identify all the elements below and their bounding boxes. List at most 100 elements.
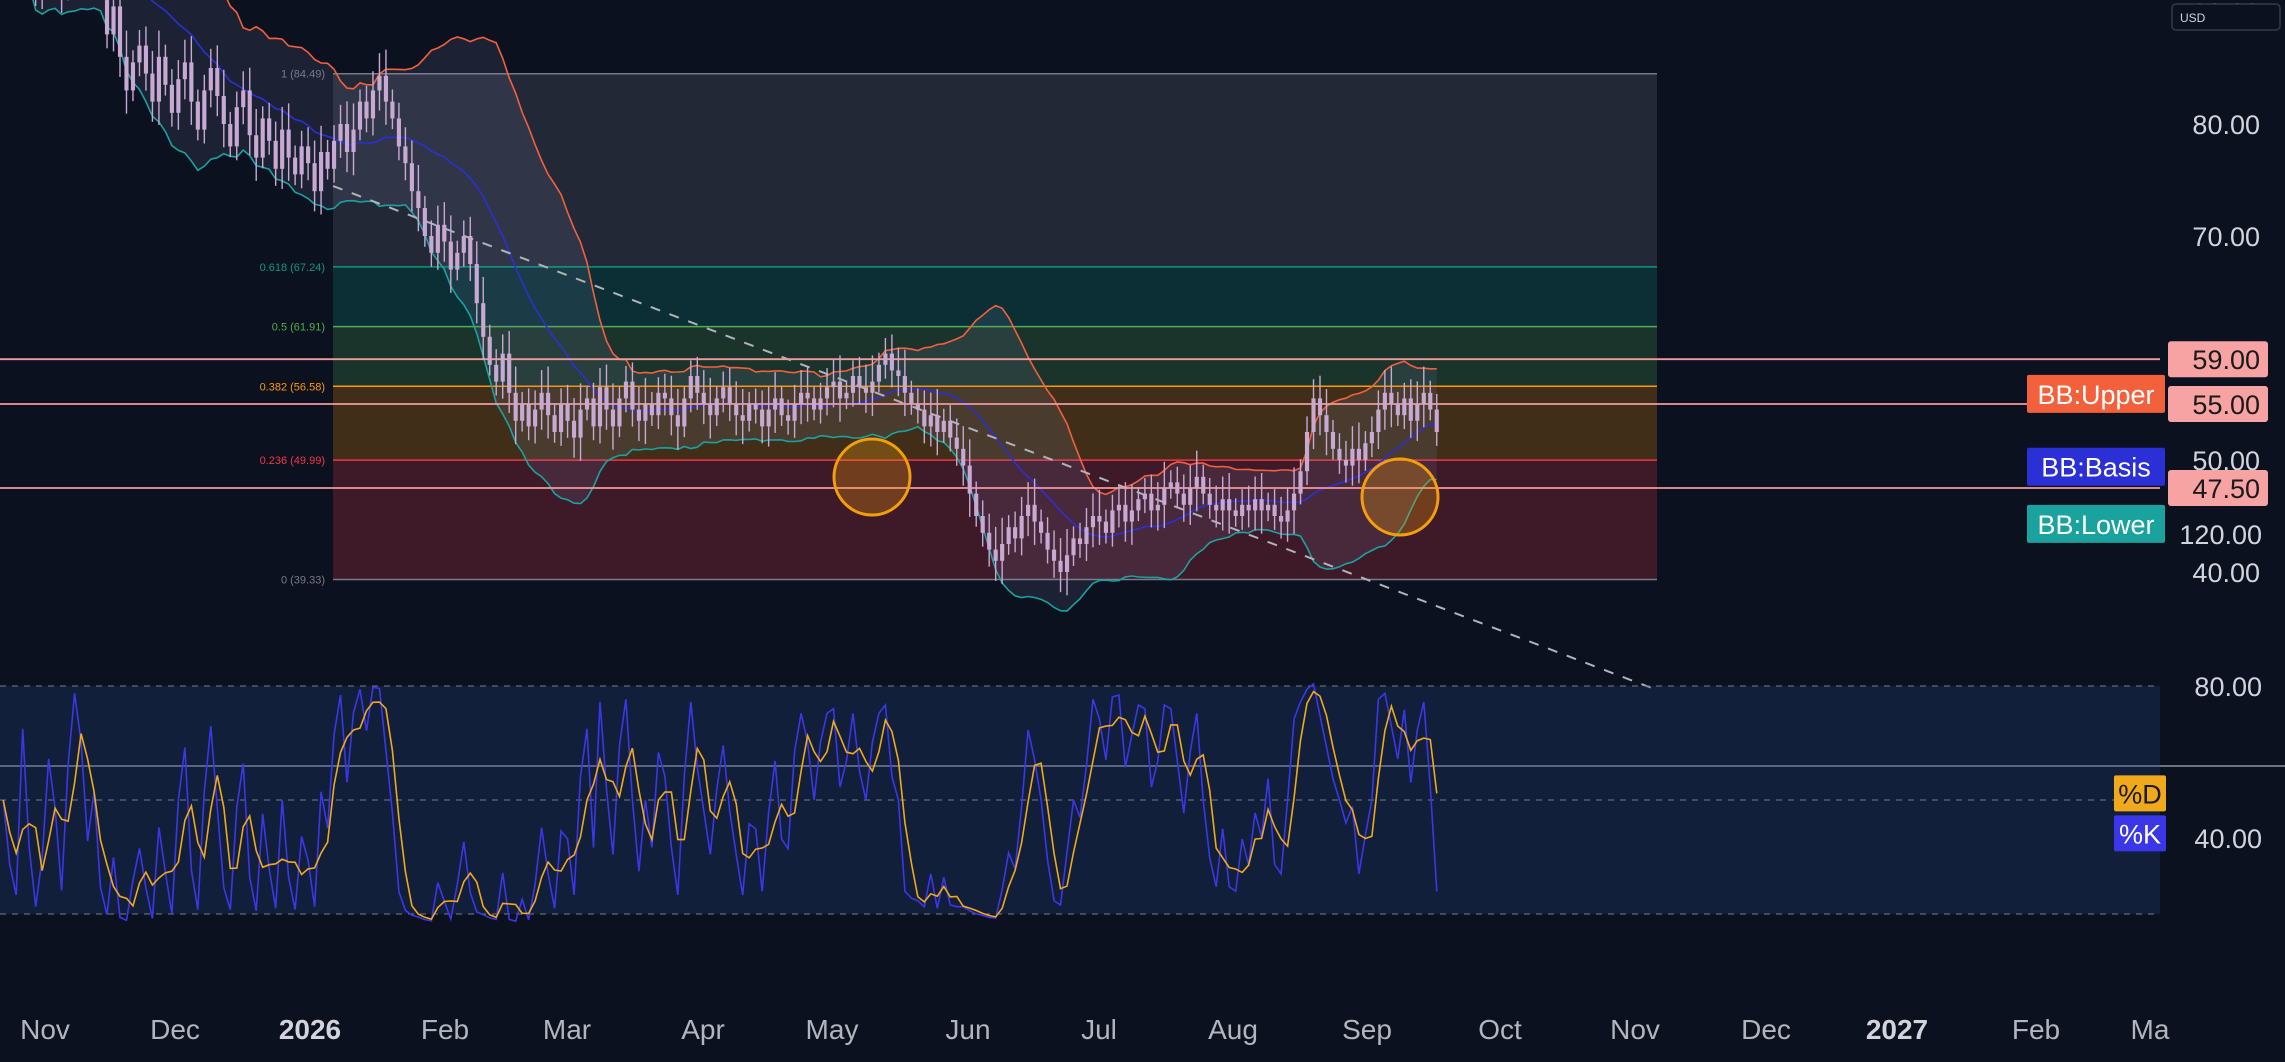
candle [390, 89, 395, 130]
candle-body [396, 118, 401, 147]
candle [669, 375, 674, 436]
candle [1233, 498, 1238, 527]
time-axis-label: 2026 [279, 1014, 341, 1045]
candle [1188, 465, 1193, 525]
candle-body [409, 163, 414, 192]
candle-body [494, 364, 499, 382]
candle [863, 364, 869, 413]
candle [1266, 492, 1271, 522]
candle-body [863, 387, 869, 393]
stochastic-axis: 120.00 80.00 40.00 %D %K [2114, 520, 2262, 854]
candle-body [1382, 392, 1387, 410]
time-axis-label: Feb [421, 1014, 469, 1045]
candle [1058, 538, 1063, 593]
candle [636, 386, 641, 441]
candle [824, 368, 830, 416]
candle-body [1045, 532, 1050, 550]
candle-body [1324, 415, 1329, 432]
candle-body [1259, 499, 1264, 511]
candle-body [429, 236, 434, 253]
candle [306, 127, 311, 181]
candle-body [630, 381, 635, 410]
candle [409, 140, 414, 212]
candle-body [474, 264, 479, 304]
candle-body [117, 6, 123, 57]
candle [1343, 440, 1349, 483]
candle-body [643, 404, 648, 421]
candle-body [1317, 398, 1323, 416]
candle [1337, 433, 1342, 474]
candle-body [604, 387, 609, 410]
candle [883, 337, 888, 379]
time-axis-label: Nov [20, 1014, 70, 1045]
candle [247, 67, 252, 156]
candle-body [1272, 504, 1277, 516]
candle-body [818, 398, 823, 410]
candle [338, 104, 343, 158]
candle [422, 195, 427, 247]
candle [293, 145, 298, 186]
candle-body [565, 404, 570, 421]
candle-body [520, 404, 525, 421]
candle-body [1116, 504, 1121, 511]
candle-body [293, 157, 298, 175]
candle [662, 373, 667, 416]
candle-body [344, 124, 350, 152]
candle [331, 125, 337, 183]
candle-body [662, 392, 667, 399]
stochastic-tag-label: %D [2118, 779, 2162, 809]
candle-body [331, 140, 337, 169]
candle [169, 69, 174, 127]
candle-body [870, 381, 875, 393]
candle [844, 380, 849, 410]
price-level-tag-bg [2168, 341, 2268, 378]
candle-body [1434, 409, 1439, 432]
bollinger-fill-area [33, 0, 1437, 611]
candle-body [701, 392, 706, 404]
fib-level-label: 0.618 (67.24) [260, 262, 325, 274]
candle [104, 0, 110, 49]
candle-body [1123, 504, 1128, 522]
bollinger-tag-label: BB:Basis [2041, 453, 2151, 483]
candle-body [1103, 521, 1109, 533]
candle [578, 383, 583, 461]
candle-body [987, 532, 992, 550]
candle-body [896, 370, 901, 376]
candle-body [1337, 448, 1342, 460]
bollinger-tag: BB:Basis [2027, 447, 2165, 486]
candle [902, 349, 907, 417]
candle-body [773, 398, 778, 410]
candle [1291, 467, 1297, 534]
candle-body [1168, 482, 1173, 488]
candle [876, 352, 881, 393]
candle [915, 388, 920, 424]
candle [1162, 461, 1167, 529]
candle-body [130, 62, 136, 91]
candle [1363, 431, 1368, 471]
bollinger-tag-bg [2027, 447, 2165, 486]
candle-body [383, 75, 389, 102]
bollinger-tag: BB:Upper [2027, 374, 2165, 413]
candle [1285, 487, 1290, 542]
candle-body [143, 45, 149, 74]
candlestick-series [34, 0, 1439, 596]
candle [675, 388, 680, 450]
candle [241, 71, 246, 125]
candle-body [1110, 510, 1115, 533]
candle [539, 370, 544, 430]
fib-level-label: 0 (39.33) [281, 575, 325, 587]
candle-body [435, 224, 440, 253]
time-axis: Nov Dec 2026 Feb Mar Apr May Jun Jul Aug Sep Oct Nov… [20, 1014, 2170, 1045]
candle-body [481, 303, 486, 337]
candle [1129, 484, 1134, 545]
candle [1214, 485, 1219, 528]
price-axis-label: 40.00 [2192, 558, 2260, 588]
candle-body [1194, 476, 1199, 488]
candle-body [902, 376, 907, 393]
candle-body [948, 420, 953, 438]
candle-body [708, 404, 713, 416]
candle-body [306, 146, 311, 164]
stochastic-axis-label: 40.00 [2194, 824, 2262, 854]
currency-badge[interactable]: USD [2171, 3, 2281, 31]
